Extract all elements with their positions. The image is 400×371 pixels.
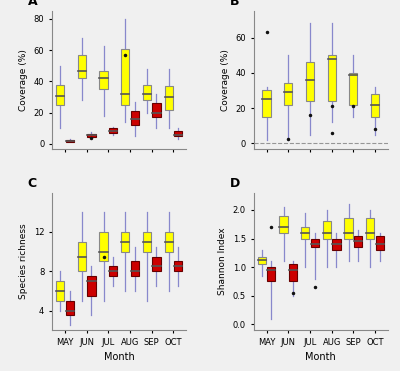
Bar (109, 266, 117, 276)
Bar (87, 276, 96, 296)
Bar (284, 83, 292, 105)
Bar (262, 91, 271, 117)
Y-axis label: Shannon Index: Shannon Index (218, 228, 227, 295)
Bar (143, 232, 151, 252)
Bar (100, 232, 108, 262)
Bar (332, 239, 340, 250)
Bar (354, 236, 362, 247)
X-axis label: Month: Month (306, 352, 336, 362)
Bar (56, 85, 64, 105)
Bar (258, 257, 266, 264)
Bar (376, 236, 384, 250)
Text: D: D (230, 177, 240, 190)
Bar (311, 239, 319, 247)
Bar (371, 94, 379, 117)
Bar (121, 232, 129, 252)
Bar (328, 55, 336, 101)
Bar (66, 140, 74, 142)
Y-axis label: Coverage (%): Coverage (%) (19, 49, 28, 111)
Bar (349, 73, 358, 105)
Bar (301, 227, 309, 239)
Text: B: B (230, 0, 239, 9)
Bar (78, 55, 86, 78)
Bar (164, 86, 173, 109)
Bar (100, 70, 108, 89)
Bar (306, 62, 314, 101)
Bar (131, 262, 139, 276)
Bar (289, 264, 297, 282)
Bar (323, 221, 331, 239)
Bar (87, 134, 96, 137)
Bar (174, 262, 182, 271)
Bar (152, 104, 161, 117)
Bar (109, 128, 117, 133)
Bar (121, 49, 129, 105)
Bar (131, 111, 139, 125)
Bar (344, 219, 353, 239)
Bar (152, 256, 161, 271)
Bar (366, 219, 374, 239)
Y-axis label: Species richness: Species richness (19, 224, 28, 299)
Y-axis label: Coverage (%): Coverage (%) (221, 49, 230, 111)
Bar (78, 242, 86, 271)
Bar (164, 232, 173, 252)
Bar (174, 131, 182, 136)
Bar (143, 85, 151, 100)
X-axis label: Month: Month (104, 352, 134, 362)
Bar (279, 216, 288, 233)
Bar (66, 301, 74, 315)
Bar (56, 281, 64, 301)
Text: A: A (28, 0, 38, 9)
Bar (267, 267, 276, 282)
Text: C: C (28, 177, 37, 190)
